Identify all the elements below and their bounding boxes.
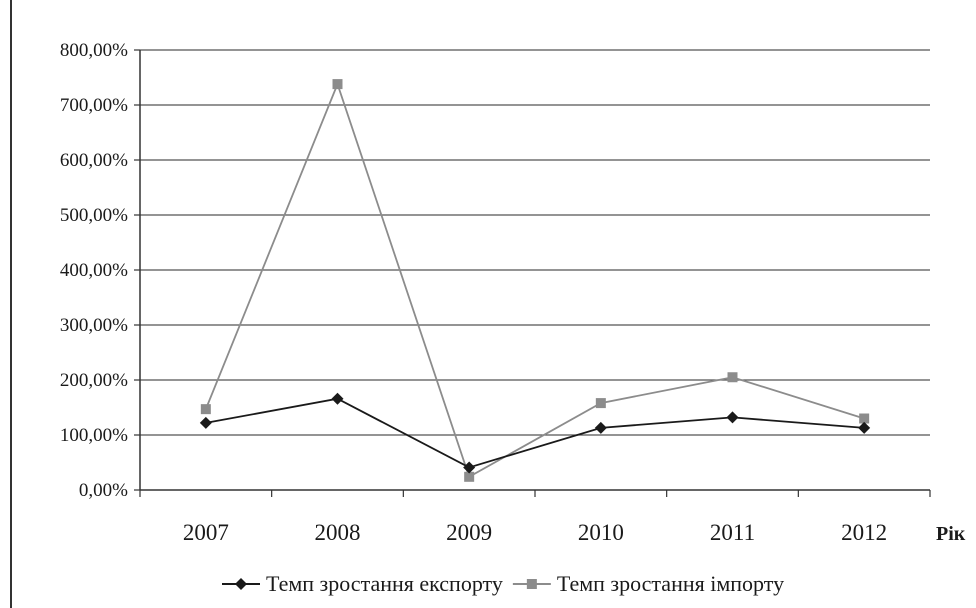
y-tick-label: 200,00% [60, 370, 128, 391]
data-point [464, 471, 475, 482]
x-axis: 2007 2008 2009 2010 2011 2012 [139, 489, 931, 545]
series-export [199, 392, 871, 474]
legend: Темп зростання експорту Темп зростання ім… [222, 571, 784, 596]
y-tick-label: 500,00% [60, 205, 128, 226]
data-point [332, 79, 343, 90]
data-point [331, 392, 344, 405]
data-point [463, 461, 476, 474]
y-tick-label: 800,00% [60, 40, 128, 61]
y-axis-ticks: 0,00% 100,00% 200,00% 300,00% 400,00% 500,00%… [60, 40, 141, 501]
data-point [595, 398, 606, 409]
data-point [859, 413, 870, 424]
y-tick-label: 400,00% [60, 260, 128, 281]
legend-marker [235, 578, 247, 590]
legend-marker [526, 579, 537, 589]
series-line [204, 81, 865, 479]
data-point [726, 411, 739, 424]
x-tick-label: 2010 [578, 520, 624, 545]
series-import [200, 79, 870, 482]
legend-label: Темп зростання експорту [266, 571, 503, 596]
gridlines [140, 49, 930, 436]
y-tick-label: 0,00% [79, 480, 128, 501]
y-tick-label: 700,00% [60, 95, 128, 116]
y-tick-label: 300,00% [60, 315, 128, 336]
legend-item: Темп зростання експорту [222, 571, 503, 596]
x-tick-label: 2011 [710, 520, 755, 545]
x-tick-label: 2012 [841, 520, 887, 545]
legend-label: Темп зростання імпорту [557, 571, 784, 596]
y-tick-label: 600,00% [60, 150, 128, 171]
data-point [199, 416, 212, 429]
y-tick-label: 100,00% [60, 425, 128, 446]
x-axis-title: Рік [936, 523, 966, 545]
x-tick-label: 2007 [183, 520, 229, 545]
data-point [727, 372, 738, 383]
series-line [205, 397, 865, 469]
x-tick-label: 2008 [315, 520, 361, 545]
data-point [200, 404, 211, 415]
data-point [858, 421, 871, 434]
series-layer [199, 79, 871, 482]
legend-item: Темп зростання імпорту [512, 571, 784, 596]
x-tick-label: 2009 [446, 520, 492, 545]
data-point [594, 421, 607, 434]
